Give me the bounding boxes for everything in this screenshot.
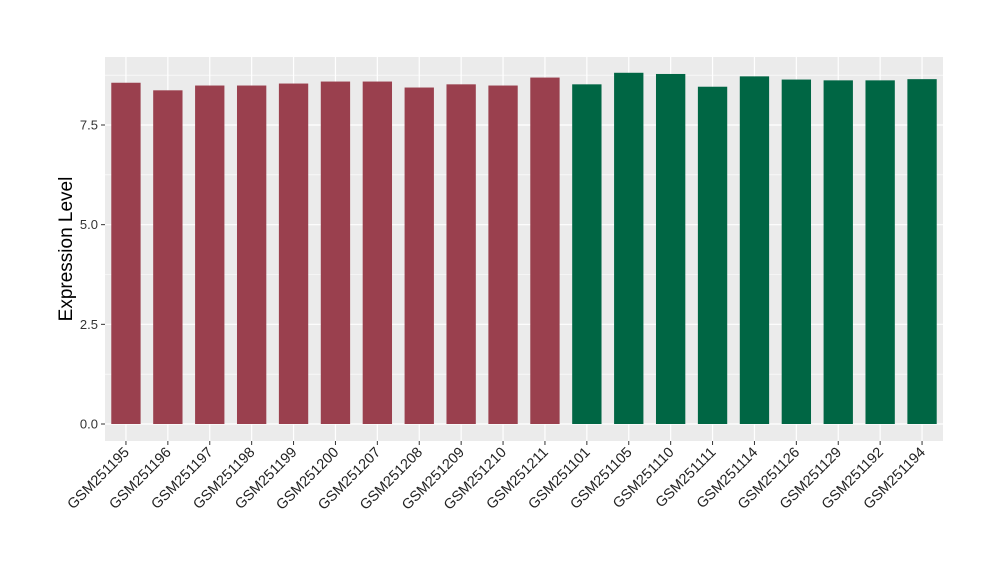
bar-GSM251114: [739, 76, 770, 424]
bar-GSM251105: [614, 72, 644, 425]
y-axis-title: Expression Level: [56, 177, 77, 322]
y-tick-label: 5.0: [80, 217, 98, 232]
bar-GSM251197: [195, 85, 225, 425]
bar-GSM251207: [362, 81, 393, 424]
plot-panel: [105, 57, 943, 441]
y-tick-label: 0.0: [80, 417, 98, 432]
bar-GSM251194: [907, 79, 937, 425]
y-tick-label: 7.5: [80, 118, 98, 133]
bar-GSM251198: [236, 85, 267, 425]
bars: [111, 72, 937, 425]
x-axis: GSM251195GSM251196GSM251197GSM251198GSM2…: [65, 441, 929, 513]
bar-GSM251209: [446, 84, 476, 424]
bar-GSM251111: [697, 86, 728, 424]
bar-GSM251129: [823, 80, 853, 424]
bar-GSM251196: [153, 90, 183, 424]
bar-GSM251199: [278, 83, 309, 424]
y-axis: 0.0 2.5 5.0 7.5: [80, 118, 105, 432]
bar-GSM251110: [655, 73, 686, 424]
bar-GSM251101: [572, 84, 602, 424]
bar-GSM251200: [320, 81, 351, 424]
y-tick-label: 2.5: [80, 317, 98, 332]
bar-GSM251126: [781, 79, 812, 424]
bar-GSM251210: [488, 85, 518, 425]
bar-GSM251195: [111, 82, 141, 424]
bar-GSM251208: [404, 87, 434, 424]
bar-GSM251192: [865, 80, 895, 424]
bar-GSM251211: [530, 77, 560, 425]
